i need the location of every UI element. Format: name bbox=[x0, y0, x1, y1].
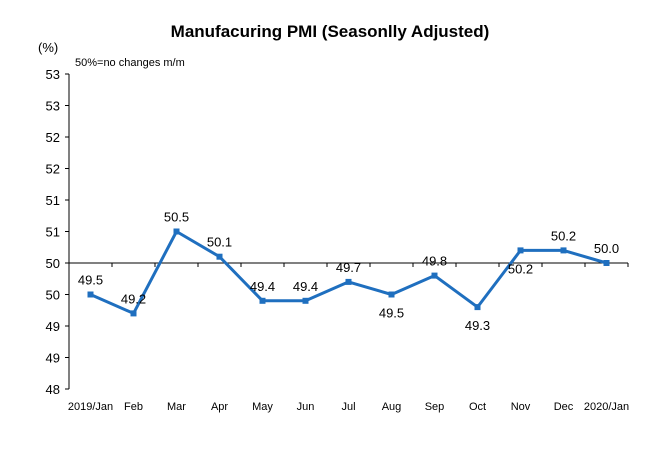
x-tick-label: Apr bbox=[211, 401, 228, 413]
data-label: 49.4 bbox=[250, 279, 275, 294]
data-point bbox=[517, 247, 524, 254]
data-point bbox=[87, 291, 94, 298]
y-tick-label: 49 bbox=[46, 351, 60, 366]
x-axis-labels: 2019/Jan Feb Mar Apr May Jun Jul Aug Sep Oct Nov De… bbox=[68, 401, 629, 413]
data-point bbox=[173, 228, 180, 235]
data-label: 49.8 bbox=[422, 254, 447, 269]
y-tick-label: 53 bbox=[46, 67, 60, 82]
data-label: 49.7 bbox=[336, 260, 361, 275]
series-markers bbox=[87, 228, 610, 317]
x-tick-label: 2019/Jan bbox=[68, 401, 113, 413]
x-tick-label: Feb bbox=[124, 401, 143, 413]
x-tick-label: Jul bbox=[341, 401, 355, 413]
data-point bbox=[560, 247, 567, 254]
y-tick-label: 53 bbox=[46, 99, 60, 114]
data-point bbox=[216, 253, 223, 260]
data-point bbox=[431, 272, 438, 279]
x-tick-label: Oct bbox=[469, 401, 486, 413]
data-label: 50.5 bbox=[164, 210, 189, 225]
y-tick-label: 49 bbox=[46, 319, 60, 334]
y-tick-label: 52 bbox=[46, 162, 60, 177]
data-label: 49.5 bbox=[78, 273, 103, 288]
x-tick-label: Jun bbox=[297, 401, 315, 413]
data-label: 49.2 bbox=[121, 291, 146, 306]
y-tick-label: 50 bbox=[46, 288, 60, 303]
y-tick-label: 51 bbox=[46, 193, 60, 208]
data-label: 49.3 bbox=[465, 318, 490, 333]
data-labels: 49.5 49.2 50.5 50.1 49.4 49.4 49.7 49.5 49.8 49.3… bbox=[78, 210, 619, 334]
x-tick-label: Aug bbox=[382, 401, 402, 413]
y-tick-label: 52 bbox=[46, 130, 60, 145]
data-point bbox=[130, 310, 137, 317]
y-tick-label: 48 bbox=[46, 382, 60, 397]
y-tick-label: 51 bbox=[46, 225, 60, 240]
data-label: 50.1 bbox=[207, 235, 232, 250]
y-axis-unit-label: (%) bbox=[38, 40, 59, 55]
y-tick-label: 50 bbox=[46, 256, 60, 271]
x-tick-label: Dec bbox=[554, 401, 574, 413]
x-tick-label: Mar bbox=[167, 401, 186, 413]
x-tick-label: May bbox=[252, 401, 273, 413]
y-axis-ticks: 48 49 49 50 50 51 51 52 52 53 53 bbox=[46, 67, 69, 397]
data-label: 49.5 bbox=[379, 306, 404, 321]
data-point bbox=[302, 297, 309, 304]
data-label: 50.2 bbox=[551, 228, 576, 243]
x-tick-label: Nov bbox=[511, 401, 531, 413]
data-point bbox=[388, 291, 395, 298]
chart-note: 50%=no changes m/m bbox=[75, 57, 185, 69]
x-axis-ticks bbox=[68, 263, 629, 267]
x-tick-label: Sep bbox=[425, 401, 445, 413]
data-label: 50.0 bbox=[594, 241, 619, 256]
data-label: 50.2 bbox=[508, 261, 533, 276]
x-tick-label: 2020/Jan bbox=[584, 401, 629, 413]
data-point bbox=[259, 297, 266, 304]
data-point bbox=[474, 304, 481, 311]
chart-title: Manufacuring PMI (Seasonlly Adjusted) bbox=[170, 22, 490, 41]
data-point bbox=[345, 278, 352, 285]
data-point bbox=[603, 260, 610, 266]
data-label: 49.4 bbox=[293, 279, 318, 294]
